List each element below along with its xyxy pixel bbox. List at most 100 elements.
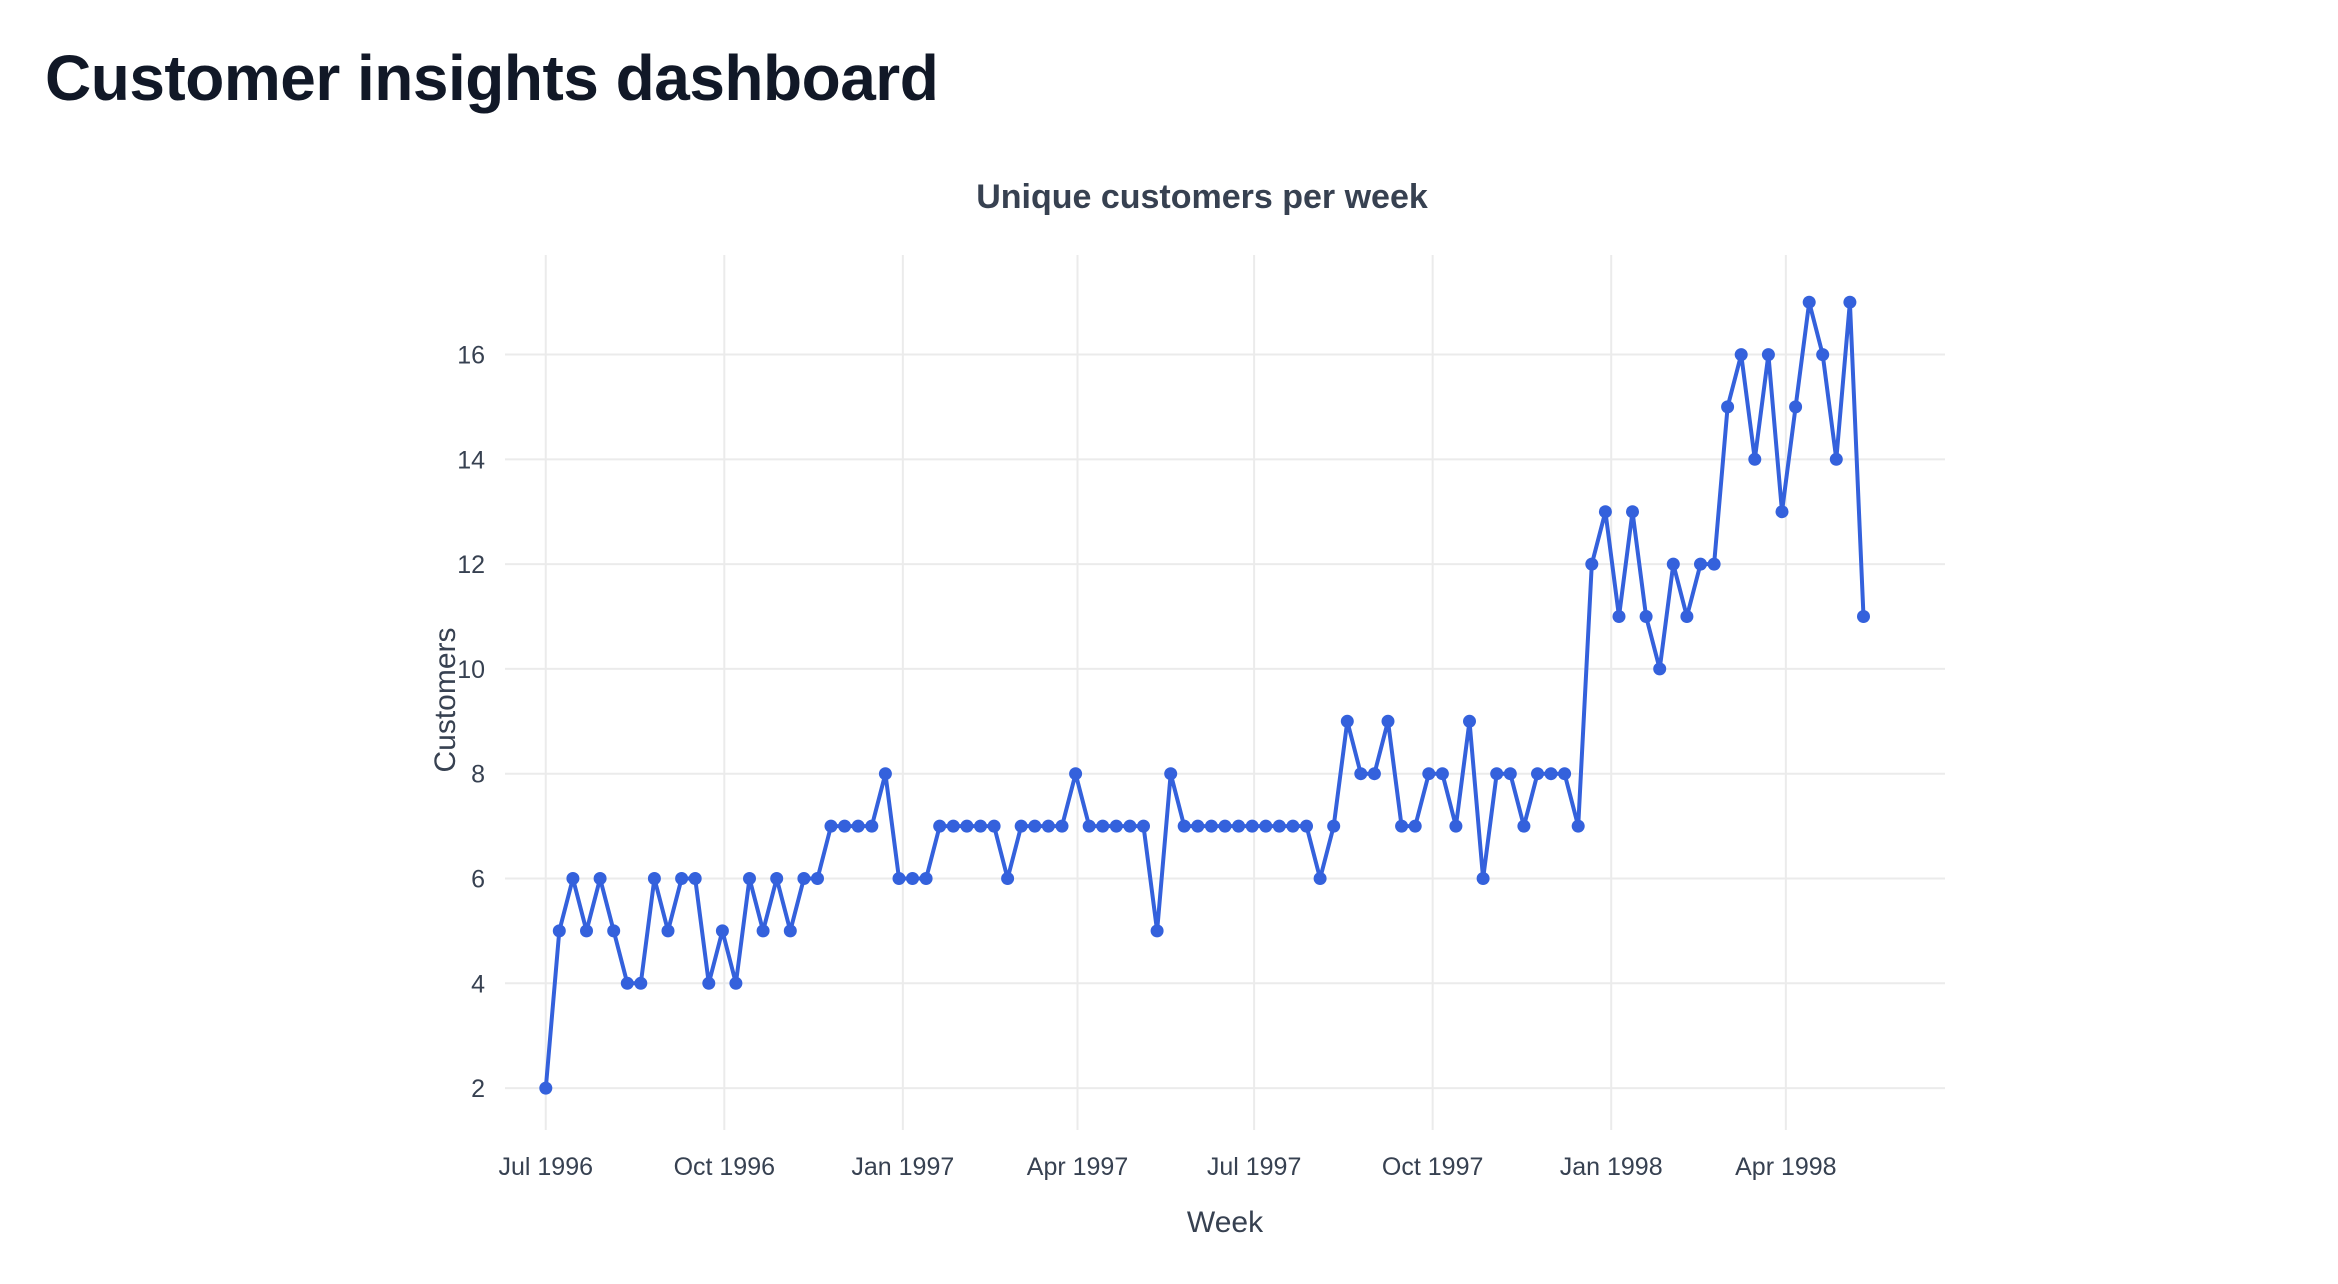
data-point-82 bbox=[1653, 662, 1667, 676]
data-point-10 bbox=[675, 872, 689, 885]
x-gridlines bbox=[544, 255, 1787, 1130]
data-point-62 bbox=[1381, 714, 1395, 728]
data-point-1 bbox=[552, 924, 566, 938]
y-tick-label-7: 16 bbox=[457, 342, 485, 370]
data-point-49 bbox=[1204, 819, 1218, 833]
x-tick-label-4: Jul 1997 bbox=[1207, 1153, 1302, 1181]
data-point-40 bbox=[1082, 819, 1096, 833]
data-point-38 bbox=[1055, 819, 1069, 833]
data-point-93 bbox=[1802, 295, 1816, 309]
data-point-56 bbox=[1300, 819, 1313, 833]
data-point-68 bbox=[1463, 714, 1476, 728]
data-point-53 bbox=[1259, 819, 1273, 833]
data-point-15 bbox=[743, 872, 756, 885]
data-point-22 bbox=[838, 819, 852, 833]
x-tick-label-1: Oct 1996 bbox=[674, 1153, 775, 1181]
data-point-6 bbox=[620, 976, 634, 990]
data-point-2 bbox=[566, 872, 580, 885]
data-point-64 bbox=[1408, 819, 1422, 833]
data-point-71 bbox=[1503, 767, 1517, 781]
data-point-55 bbox=[1286, 819, 1300, 833]
data-point-83 bbox=[1666, 557, 1680, 571]
data-point-9 bbox=[661, 924, 675, 938]
data-point-18 bbox=[783, 924, 797, 938]
x-tick-label-3: Apr 1997 bbox=[1027, 1153, 1128, 1181]
data-point-81 bbox=[1639, 610, 1653, 623]
data-point-0 bbox=[539, 1081, 553, 1095]
y-tick-label-4: 10 bbox=[457, 656, 485, 684]
data-point-39 bbox=[1069, 767, 1083, 781]
y-tick-label-6: 14 bbox=[457, 446, 485, 474]
data-point-24 bbox=[865, 819, 879, 833]
data-point-46 bbox=[1164, 767, 1178, 781]
data-point-77 bbox=[1585, 557, 1599, 571]
data-point-35 bbox=[1014, 819, 1028, 833]
data-point-87 bbox=[1721, 400, 1735, 414]
data-point-43 bbox=[1123, 819, 1137, 833]
data-point-27 bbox=[906, 872, 919, 885]
data-point-26 bbox=[892, 872, 906, 885]
data-point-25 bbox=[878, 767, 892, 781]
data-point-74 bbox=[1544, 767, 1558, 781]
data-point-96 bbox=[1843, 295, 1857, 309]
data-point-17 bbox=[770, 872, 784, 885]
data-point-94 bbox=[1816, 348, 1830, 362]
y-tick-label-5: 12 bbox=[457, 551, 485, 579]
x-tick-label-2: Jan 1997 bbox=[851, 1153, 954, 1181]
data-point-36 bbox=[1028, 819, 1042, 833]
data-point-16 bbox=[756, 924, 770, 938]
data-point-90 bbox=[1761, 348, 1775, 362]
data-point-7 bbox=[634, 976, 648, 990]
data-point-61 bbox=[1367, 767, 1381, 781]
data-point-33 bbox=[987, 819, 1001, 833]
data-point-44 bbox=[1137, 819, 1150, 833]
data-point-23 bbox=[851, 819, 865, 833]
y-tick-labels: 2 4 6 8 10 12 14 16 bbox=[457, 342, 485, 1104]
data-point-91 bbox=[1775, 505, 1789, 519]
data-point-32 bbox=[974, 819, 987, 833]
data-point-95 bbox=[1829, 452, 1843, 466]
data-point-3 bbox=[580, 924, 593, 938]
data-point-48 bbox=[1191, 819, 1205, 833]
data-point-41 bbox=[1096, 819, 1110, 833]
data-point-79 bbox=[1612, 610, 1626, 623]
x-axis-title: Week bbox=[1187, 1206, 1264, 1239]
data-point-88 bbox=[1734, 348, 1748, 362]
y-tick-label-2: 6 bbox=[471, 866, 485, 894]
data-point-97 bbox=[1857, 610, 1870, 623]
data-point-67 bbox=[1449, 819, 1463, 833]
x-tick-labels: Jul 1996 Oct 1996 Jan 1997 Apr 1997 Jul 1997… bbox=[498, 1153, 1836, 1181]
data-point-86 bbox=[1707, 557, 1721, 571]
data-point-59 bbox=[1340, 714, 1354, 728]
data-point-12 bbox=[702, 976, 716, 990]
data-point-5 bbox=[607, 924, 621, 938]
data-point-78 bbox=[1598, 505, 1612, 519]
data-point-65 bbox=[1422, 767, 1436, 781]
data-point-70 bbox=[1490, 767, 1504, 781]
data-point-66 bbox=[1435, 767, 1449, 781]
data-point-54 bbox=[1272, 819, 1286, 833]
x-tick-label-5: Oct 1997 bbox=[1382, 1153, 1483, 1181]
data-point-52 bbox=[1245, 819, 1259, 833]
y-tick-label-1: 4 bbox=[471, 970, 485, 998]
series-line-customers bbox=[543, 300, 1866, 1089]
data-point-47 bbox=[1177, 819, 1191, 833]
data-point-73 bbox=[1531, 767, 1544, 781]
data-points bbox=[539, 295, 1870, 1095]
data-point-92 bbox=[1789, 400, 1803, 414]
data-point-69 bbox=[1476, 872, 1490, 885]
x-tick-label-6: Jan 1998 bbox=[1560, 1153, 1663, 1181]
data-point-4 bbox=[593, 872, 607, 885]
data-point-37 bbox=[1041, 819, 1055, 833]
data-point-8 bbox=[647, 872, 661, 885]
data-point-11 bbox=[688, 872, 702, 885]
data-point-14 bbox=[729, 976, 743, 990]
data-point-84 bbox=[1680, 610, 1694, 623]
data-point-89 bbox=[1748, 452, 1762, 466]
data-point-45 bbox=[1150, 924, 1164, 938]
chart-title: Unique customers per week bbox=[976, 178, 1428, 216]
y-gridlines bbox=[505, 353, 1945, 1090]
data-point-21 bbox=[824, 819, 838, 833]
